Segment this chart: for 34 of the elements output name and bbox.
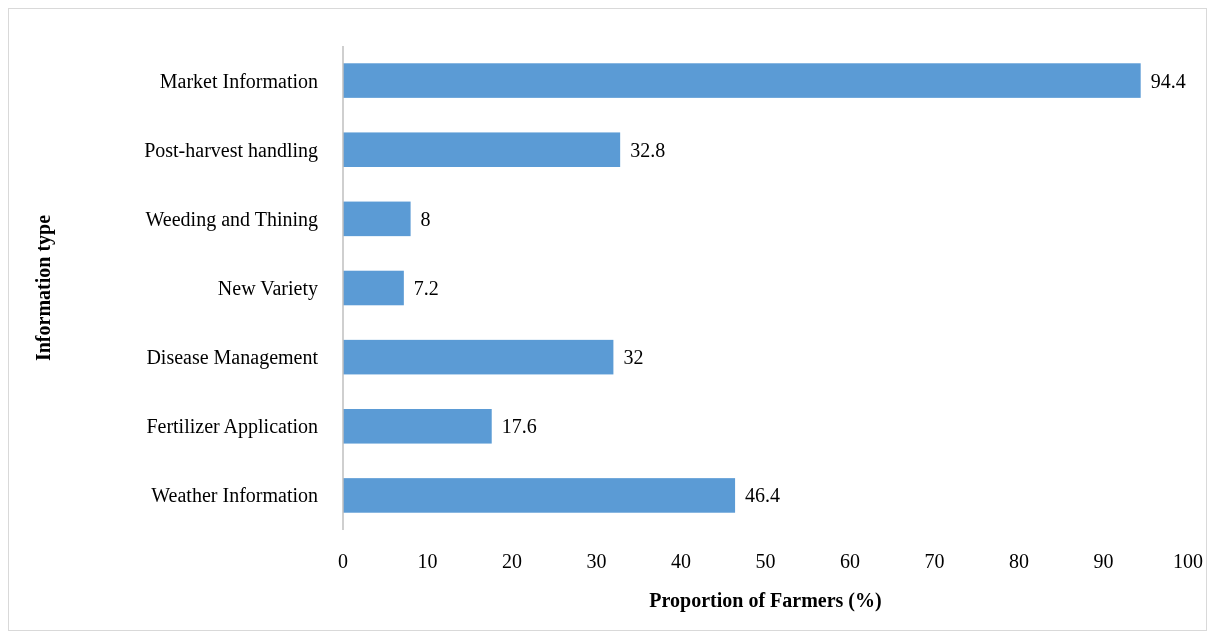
- y-axis-title: Information type: [32, 214, 55, 362]
- bar: [343, 63, 1141, 98]
- x-tick-label: 100: [1173, 550, 1203, 572]
- x-tick-label: 90: [1093, 550, 1114, 572]
- data-label: 32.8: [630, 138, 666, 161]
- x-tick-label: 60: [840, 550, 860, 572]
- x-tick-label: 50: [755, 550, 776, 572]
- bar: [343, 201, 411, 237]
- bar: [343, 132, 621, 167]
- bar: [343, 270, 404, 306]
- data-label: 46.4: [745, 484, 781, 507]
- y-tick-label: New Variety: [217, 277, 318, 300]
- x-tick-label: 10: [417, 550, 438, 572]
- y-tick-label: Weather Information: [151, 484, 318, 507]
- x-tick-label: 80: [1009, 550, 1029, 572]
- y-tick-label: Weeding and Thining: [145, 207, 318, 231]
- data-label: 17.6: [501, 415, 537, 438]
- x-tick-label: 30: [586, 550, 607, 572]
- x-tick-label: 40: [671, 550, 691, 572]
- bar: [343, 339, 614, 375]
- data-label: 94.4: [1150, 69, 1186, 92]
- data-label: 7.2: [413, 277, 439, 299]
- y-tick-label: Fertilizer Application: [146, 415, 318, 439]
- x-tick-label: 70: [924, 550, 945, 572]
- bar: [343, 409, 492, 444]
- y-tick-label: Disease Management: [146, 346, 319, 370]
- data-label: 8: [420, 207, 431, 230]
- y-tick-label: Market Information: [159, 69, 318, 92]
- y-tick-label: Post-harvest handling: [144, 138, 318, 162]
- data-label: 32: [623, 346, 644, 369]
- bar: [343, 478, 736, 513]
- x-tick-label: 20: [502, 550, 522, 572]
- x-tick-label: 0: [338, 550, 348, 572]
- x-axis-title: Proportion of Farmers (%): [649, 589, 882, 612]
